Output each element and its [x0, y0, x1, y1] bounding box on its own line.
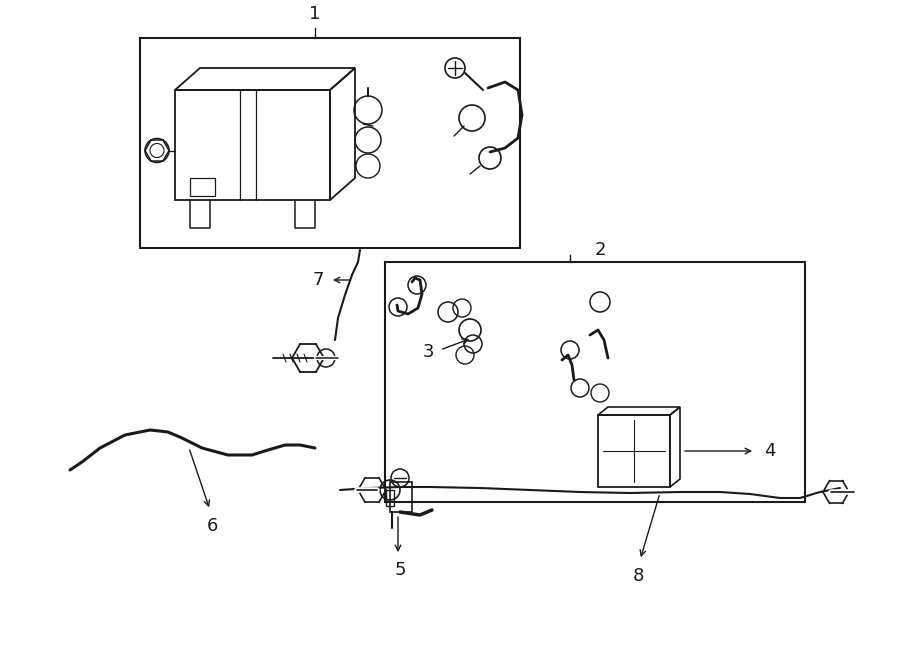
Text: 6: 6 [206, 517, 218, 535]
Text: 1: 1 [310, 5, 320, 23]
Text: 7: 7 [312, 271, 324, 289]
Text: 5: 5 [394, 561, 406, 579]
Bar [175, 90, 330, 200]
Bar [385, 262, 805, 502]
Bar [140, 38, 520, 248]
Bar [598, 415, 670, 487]
Text: 4: 4 [764, 442, 776, 460]
Text: 3: 3 [422, 343, 434, 361]
Bar [190, 178, 215, 196]
Text: 8: 8 [633, 567, 643, 585]
Bar [390, 482, 412, 512]
Bar [386, 490, 394, 506]
Text: 2: 2 [594, 241, 606, 259]
